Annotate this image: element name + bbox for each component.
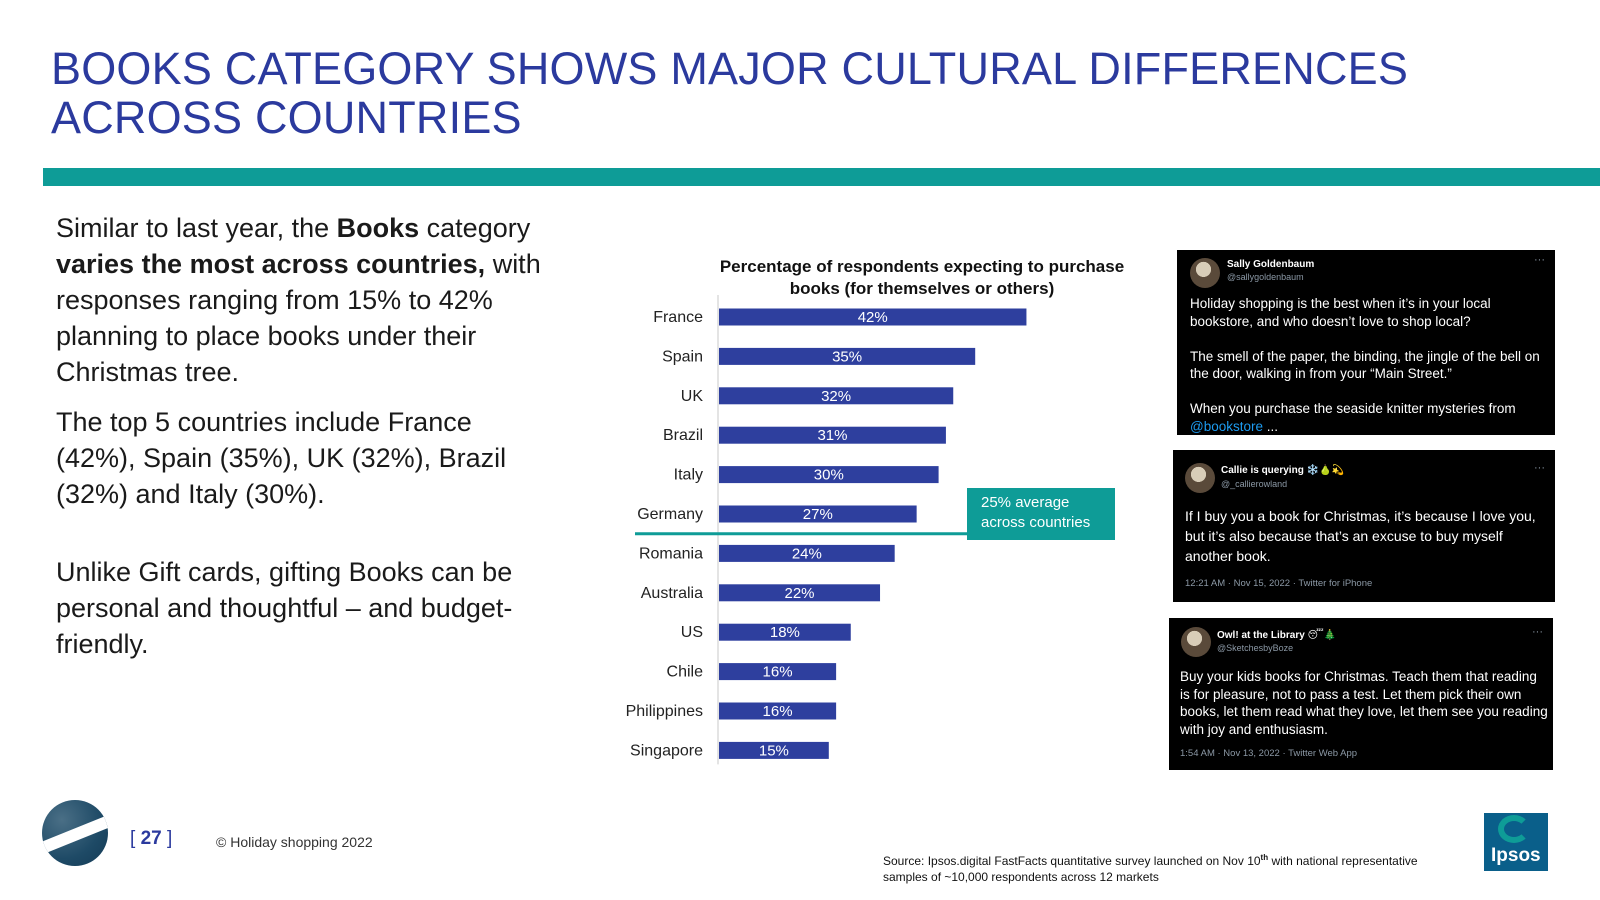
tweet-text: Buy your kids books for Christmas. Teach…: [1180, 669, 1548, 737]
bar-us: [719, 623, 851, 641]
tweet-author-name: Callie is querying ❄️🍐💫: [1221, 465, 1344, 476]
paragraph-summary: Similar to last year, the Books category…: [56, 210, 546, 390]
data-label-uk: 32%: [821, 388, 851, 405]
data-label-brazil: 31%: [817, 427, 847, 444]
data-label-romania: 24%: [792, 545, 822, 562]
tweet-author-handle: @sallygoldenbaum: [1227, 272, 1304, 282]
page-bracket-open: [: [130, 828, 141, 849]
data-label-australia: 22%: [785, 585, 815, 602]
slide-title-line-1: BOOKS CATEGORY SHOWS MAJOR CULTURAL DIFF…: [51, 43, 1409, 94]
category-label-singapore: Singapore: [630, 742, 703, 759]
bar-chile: [719, 663, 837, 681]
data-label-france: 42%: [858, 309, 888, 326]
tweet-card-2: Callie is querying ❄️🍐💫 @_callierowland …: [1173, 450, 1555, 602]
category-label-brazil: Brazil: [663, 427, 703, 444]
bar-philippines: [719, 702, 837, 720]
bar-chart: France 42% Spain 35% UK 32% Brazil 31% Italy 30% G…: [626, 295, 1027, 765]
bar-romania: [719, 544, 895, 562]
category-label-philippines: Philippines: [626, 703, 703, 720]
data-label-italy: 30%: [814, 467, 844, 484]
more-options-icon[interactable]: ···: [1532, 626, 1543, 638]
tweet-timestamp: 12:21 AM · Nov 15, 2022 · Twitter for iP…: [1185, 578, 1373, 589]
tweet-author-name: Owl! at the Library 😴🎄: [1217, 630, 1337, 641]
average-callout-line-2: across countries: [981, 514, 1091, 531]
summary-bold-books: Books: [336, 213, 420, 243]
avatar: [1185, 463, 1215, 493]
page-number-value: 27: [140, 828, 162, 849]
tweet-author-handle: @SketchesbyBoze: [1217, 643, 1294, 653]
page-number: [ 27 ]: [130, 828, 172, 850]
bar-italy: [719, 466, 939, 484]
holiday-logo: [42, 800, 108, 866]
page-bracket-close: ]: [161, 828, 173, 849]
bar-brazil: [719, 426, 946, 444]
category-label-romania: Romania: [639, 545, 703, 562]
tweet-card-3: Owl! at the Library 😴🎄 @SketchesbyBoze ·…: [1169, 618, 1553, 770]
source-note: Source: Ipsos.digital FastFacts quantita…: [883, 850, 1423, 885]
bar-singapore: [719, 741, 829, 759]
data-label-germany: 27%: [803, 506, 833, 523]
bar-germany: [719, 505, 917, 523]
summary-text-a: Similar to last year, the: [56, 213, 337, 243]
data-label-singapore: 15%: [759, 742, 789, 759]
copyright-notice: © Holiday shopping 2022: [216, 834, 373, 850]
source-text-b: with national representative samples of …: [883, 854, 1418, 884]
paragraph-gift-note: Unlike Gift cards, gifting Books can be …: [56, 557, 513, 659]
bar-uk: [719, 387, 954, 405]
category-label-us: US: [681, 624, 703, 641]
category-label-italy: Italy: [674, 467, 703, 484]
ipsos-swoosh-icon: [1498, 815, 1530, 843]
bar-france: [719, 308, 1027, 326]
tweet-author-handle: @_callierowland: [1221, 479, 1288, 489]
title-divider: [43, 168, 1600, 186]
slide-title-line-2: ACROSS COUNTRIES: [51, 92, 522, 143]
ipsos-logo: Ipsos: [1484, 813, 1548, 871]
tweet-text: Holiday shopping is the best when it’s i…: [1190, 295, 1550, 435]
tweet-author-name: Sally Goldenbaum: [1227, 259, 1315, 270]
category-label-australia: Australia: [641, 585, 703, 602]
data-label-philippines: 16%: [763, 703, 793, 720]
category-label-germany: Germany: [637, 506, 703, 523]
more-options-icon[interactable]: ···: [1534, 462, 1545, 474]
tweet-timestamp: 1:54 AM · Nov 13, 2022 · Twitter Web App: [1180, 748, 1358, 759]
more-options-icon[interactable]: ···: [1534, 254, 1545, 266]
body-text: Similar to last year, the Books category…: [56, 210, 546, 662]
category-label-spain: Spain: [662, 348, 703, 365]
slide-title: BOOKS CATEGORY SHOWS MAJOR CULTURAL DIFF…: [51, 44, 1531, 142]
average-callout-line-1: 25% average: [981, 494, 1070, 511]
average-callout: 25% average across countries: [967, 488, 1115, 540]
summary-bold-varies: varies the most across countries,: [56, 249, 486, 279]
tweet-card-1: Sally Goldenbaum @sallygoldenbaum ··· Ho…: [1177, 250, 1555, 435]
source-superscript: th: [1260, 853, 1269, 862]
paragraph-top-five: The top 5 countries include France (42%)…: [56, 407, 507, 509]
avatar: [1190, 258, 1220, 288]
chart-title: Percentage of respondents expecting to p…: [719, 257, 1125, 298]
bar-australia: [719, 584, 881, 602]
tweet-text: If I buy you a book for Christmas, it’s …: [1185, 508, 1536, 564]
data-label-spain: 35%: [832, 348, 862, 365]
summary-text-e: with responses ranging from 15% to 42% p…: [56, 249, 541, 387]
avatar: [1181, 627, 1211, 657]
data-label-us: 18%: [770, 624, 800, 641]
category-label-chile: Chile: [667, 664, 704, 681]
tweet-mention-link[interactable]: @bookstore: [1190, 418, 1263, 434]
tweet-body: Holiday shopping is the best when it’s i…: [1190, 296, 1540, 416]
ipsos-wordmark: Ipsos: [1491, 845, 1541, 866]
data-label-chile: 16%: [763, 664, 793, 681]
summary-text-c: category: [419, 213, 531, 243]
bar-spain: [719, 347, 976, 365]
tweet-ellipsis: ...: [1263, 418, 1279, 434]
category-label-france: France: [653, 309, 703, 326]
category-label-uk: UK: [681, 388, 704, 405]
source-text-a: Source: Ipsos.digital FastFacts quantita…: [883, 854, 1261, 868]
